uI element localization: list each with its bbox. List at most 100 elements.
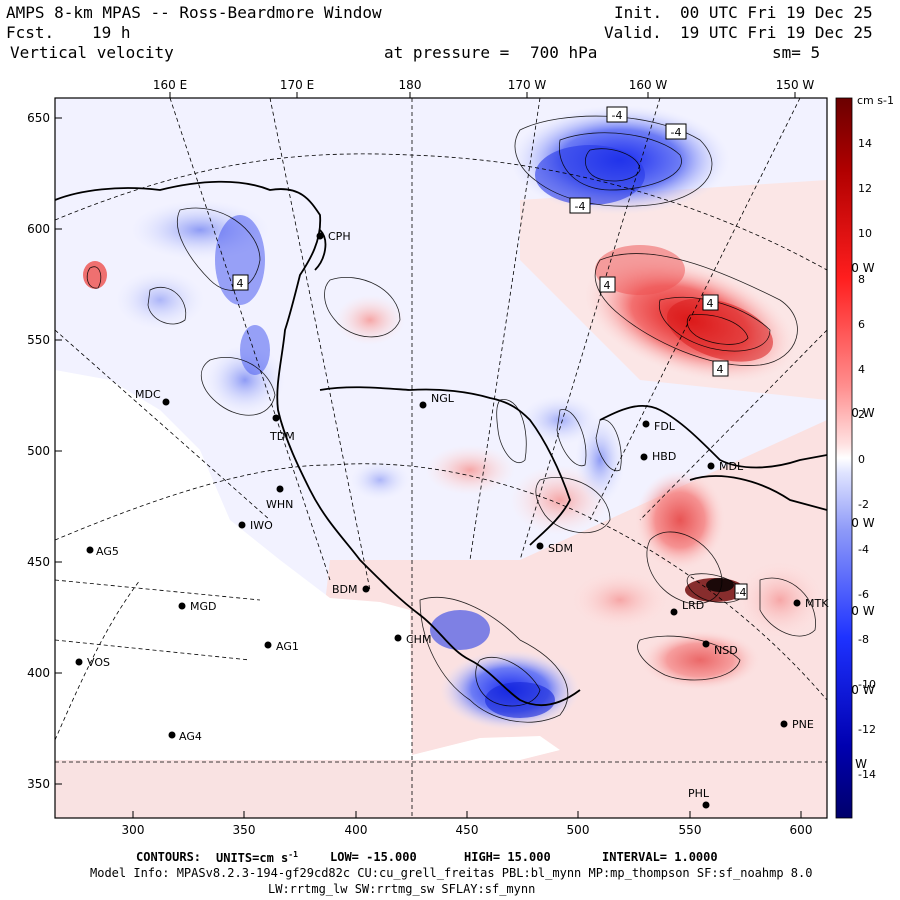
bottom-tick-label: 350 [233, 823, 256, 837]
fcst-label: Fcst. [6, 23, 55, 42]
left-tick-label: 600 [27, 222, 50, 236]
top-tick-label: 160 E [153, 78, 187, 92]
svg-text:4: 4 [604, 279, 611, 292]
bottom-tick-label: 600 [790, 823, 813, 837]
station-tdm: TDM [269, 414, 295, 443]
left-tick-label: 350 [27, 777, 50, 791]
smooth-label: sm= 5 [772, 43, 821, 62]
top-tick-label: 160 W [629, 78, 668, 92]
map-frame [54, 97, 828, 819]
high-value: HIGH= 15.000 [464, 850, 551, 864]
init-value: 00 UTC Fri 19 Dec 25 [680, 3, 873, 22]
svg-text:BDM: BDM [332, 583, 358, 596]
svg-text:-14: -14 [858, 768, 876, 781]
stations-layer: CPH MDC TDM NGL FDL HBD MDL WHN IWO AG5 … [75, 230, 829, 809]
svg-text:NGL: NGL [431, 392, 455, 405]
top-tick-label: 180 [399, 78, 422, 92]
station-ag5: AG5 [86, 545, 119, 558]
svg-text:WHN: WHN [266, 498, 293, 511]
bottom-tick-label: 550 [679, 823, 702, 837]
svg-text:TDM: TDM [269, 430, 295, 443]
low-value: LOW= -15.000 [330, 850, 417, 864]
svg-text:MTK: MTK [805, 597, 829, 610]
svg-text:0: 0 [858, 453, 865, 466]
fcst-value: 19 h [92, 23, 131, 42]
units-label: UNITS=cm s [216, 851, 289, 865]
pressure-value: 700 hPa [530, 43, 598, 62]
left-tick-label: 500 [27, 444, 50, 458]
svg-text:4: 4 [237, 277, 244, 290]
svg-text:PHL: PHL [688, 787, 710, 800]
svg-text:-12: -12 [858, 723, 876, 736]
station-ngl: NGL [419, 392, 455, 409]
svg-text:AG1: AG1 [276, 640, 299, 653]
svg-text:12: 12 [858, 182, 872, 195]
svg-text:LRD: LRD [682, 599, 704, 612]
init-label: Init. [614, 3, 663, 22]
station-iwo: IWO [238, 519, 273, 532]
svg-text:-4: -4 [612, 109, 623, 122]
station-whn: WHN [266, 485, 293, 511]
colorbar: cm s-1 14 12 10 8 6 4 2 0 -2 -4 -6 -8 -1… [835, 94, 894, 819]
station-lrd: LRD [670, 599, 704, 616]
svg-text:AG4: AG4 [179, 730, 202, 743]
units-text: UNITS=cm s-1 [216, 850, 298, 865]
svg-text:2: 2 [858, 408, 865, 421]
left-tick-label: 400 [27, 666, 50, 680]
svg-text:14: 14 [858, 137, 872, 150]
station-fdl: FDL [642, 420, 676, 433]
svg-text:CPH: CPH [328, 230, 351, 243]
station-chm: CHM [394, 633, 431, 646]
svg-text:SDM: SDM [548, 542, 573, 555]
bottom-tick-label: 500 [567, 823, 590, 837]
station-nsd: NSD [702, 640, 738, 657]
left-tick-label: 450 [27, 555, 50, 569]
svg-text:-10: -10 [858, 678, 876, 691]
bottom-tick-label: 300 [122, 823, 145, 837]
vertical-velocity-field [55, 98, 827, 818]
left-tick-label: 550 [27, 333, 50, 347]
svg-text:-4: -4 [671, 126, 682, 139]
station-phl: PHL [688, 787, 710, 809]
model-info-2: LW:rrtmg_lw SW:rrtmg_sw SFLAY:sf_mynn [268, 882, 536, 896]
svg-text:-6: -6 [858, 588, 869, 601]
bottom-tick-label: 450 [456, 823, 479, 837]
station-mdl: MDL [707, 460, 744, 473]
valid-label: Valid. [604, 23, 662, 42]
station-cph: CPH [316, 230, 351, 243]
station-sdm: SDM [536, 542, 573, 555]
station-mtk: MTK [793, 597, 829, 610]
svg-text:4: 4 [717, 363, 724, 376]
valid-value: 19 UTC Fri 19 Dec 25 [680, 23, 873, 42]
station-bdm: BDM [332, 583, 370, 596]
svg-text:-4: -4 [736, 586, 747, 599]
pressure-label: at pressure = [384, 43, 510, 62]
top-tick-label: 170 E [280, 78, 314, 92]
contours-label: CONTOURS: [136, 850, 202, 864]
svg-text:NSD: NSD [714, 644, 738, 657]
svg-text:8: 8 [858, 273, 865, 286]
svg-text:IWO: IWO [250, 519, 273, 532]
interval-value: INTERVAL= 1.0000 [602, 850, 718, 864]
station-vos: VOS [75, 656, 110, 669]
model-info: Model Info: MPASv8.2.3-194-gf29cd82c CU:… [90, 866, 813, 880]
station-pne: PNE [780, 718, 814, 731]
svg-text:6: 6 [858, 318, 865, 331]
svg-text:HBD: HBD [652, 450, 676, 463]
svg-text:-2: -2 [858, 498, 869, 511]
svg-text:VOS: VOS [87, 656, 110, 669]
svg-text:MDL: MDL [719, 460, 744, 473]
bottom-tick-label: 400 [345, 823, 368, 837]
svg-text:-8: -8 [858, 633, 869, 646]
svg-text:PNE: PNE [792, 718, 814, 731]
svg-text:4: 4 [707, 297, 714, 310]
svg-text:MDC: MDC [135, 388, 161, 401]
station-mdc: MDC [135, 388, 170, 406]
svg-text:-4: -4 [575, 200, 586, 213]
svg-text:AG5: AG5 [96, 545, 119, 558]
svg-text:10: 10 [858, 227, 872, 240]
svg-text:FDL: FDL [654, 420, 676, 433]
top-tick-label: 170 W [508, 78, 547, 92]
colorbar-units: cm s-1 [857, 94, 894, 107]
